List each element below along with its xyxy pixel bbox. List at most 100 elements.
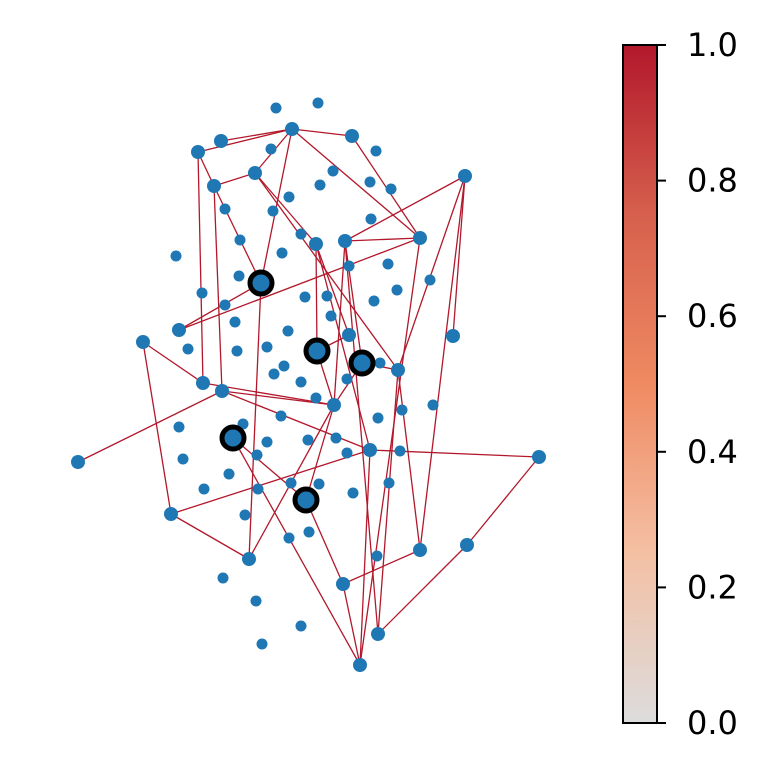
node: [309, 237, 323, 251]
edge: [419, 175, 466, 551]
node: [391, 363, 405, 377]
node: [338, 234, 352, 248]
edge: [344, 237, 421, 242]
edge: [178, 237, 421, 331]
edge: [232, 437, 307, 501]
node: [71, 455, 85, 469]
edge: [397, 175, 466, 371]
node: [261, 341, 273, 353]
node: [207, 179, 221, 193]
edge: [232, 437, 361, 666]
node: [214, 134, 228, 148]
node: [382, 258, 394, 270]
node: [383, 477, 395, 489]
node: [295, 620, 307, 632]
node: [283, 532, 295, 544]
edge: [305, 404, 335, 501]
node: [219, 299, 231, 311]
edge: [344, 240, 379, 635]
node: [394, 445, 406, 457]
highlighted-node: [348, 349, 376, 377]
node: [314, 179, 326, 191]
node: [250, 595, 262, 607]
node: [368, 295, 380, 307]
node: [252, 483, 264, 495]
node: [385, 183, 397, 195]
node: [353, 658, 367, 672]
node: [374, 357, 386, 369]
node: [325, 310, 337, 322]
node: [265, 143, 277, 155]
node: [173, 421, 185, 433]
node: [363, 443, 377, 457]
node: [313, 478, 325, 490]
edge: [170, 513, 250, 560]
node: [251, 449, 263, 461]
edge: [197, 151, 204, 384]
node: [310, 392, 322, 404]
edge: [260, 128, 293, 284]
node: [364, 176, 376, 188]
node: [343, 260, 355, 272]
node: [282, 325, 294, 337]
node: [285, 477, 297, 489]
node: [196, 287, 208, 299]
edge: [342, 583, 361, 666]
node: [312, 97, 324, 109]
node: [371, 627, 385, 641]
edge: [333, 240, 346, 406]
edge: [254, 172, 317, 245]
node: [460, 538, 474, 552]
node: [136, 335, 150, 349]
colorbar-tick-label: 1.0: [687, 26, 738, 64]
node: [396, 404, 408, 416]
node: [219, 203, 231, 215]
node: [275, 410, 287, 422]
edge: [197, 128, 293, 153]
node: [182, 343, 194, 355]
node: [321, 290, 333, 302]
edge: [213, 185, 262, 284]
edges: [77, 128, 540, 666]
node: [172, 323, 186, 337]
colorbar: [622, 44, 658, 724]
node: [446, 329, 460, 343]
edge: [466, 456, 540, 546]
node: [413, 543, 427, 557]
edge: [397, 369, 421, 551]
edge: [291, 128, 353, 137]
edge: [315, 243, 318, 352]
node: [532, 450, 546, 464]
edge: [77, 390, 223, 463]
highlighted-node: [303, 337, 331, 365]
node: [299, 291, 311, 303]
node: [424, 274, 436, 286]
node: [231, 345, 243, 357]
nodes: [71, 97, 546, 672]
colorbar-tick-label: 0.6: [687, 297, 738, 335]
node: [276, 247, 288, 259]
node: [164, 507, 178, 521]
edge: [142, 341, 204, 384]
node: [256, 638, 268, 650]
node: [170, 250, 182, 262]
node: [372, 412, 384, 424]
node: [177, 453, 189, 465]
node: [345, 129, 359, 143]
edge: [315, 243, 371, 451]
node: [248, 166, 262, 180]
highlighted-node: [247, 269, 275, 297]
edge: [359, 237, 421, 666]
node: [215, 384, 229, 398]
node: [191, 145, 205, 159]
node: [239, 509, 251, 521]
edge: [342, 549, 421, 585]
node: [413, 231, 427, 245]
node: [233, 270, 245, 282]
edge: [170, 449, 371, 515]
node: [267, 205, 279, 217]
node: [261, 436, 273, 448]
edge: [213, 172, 256, 187]
edge: [377, 544, 468, 635]
node: [196, 376, 210, 390]
